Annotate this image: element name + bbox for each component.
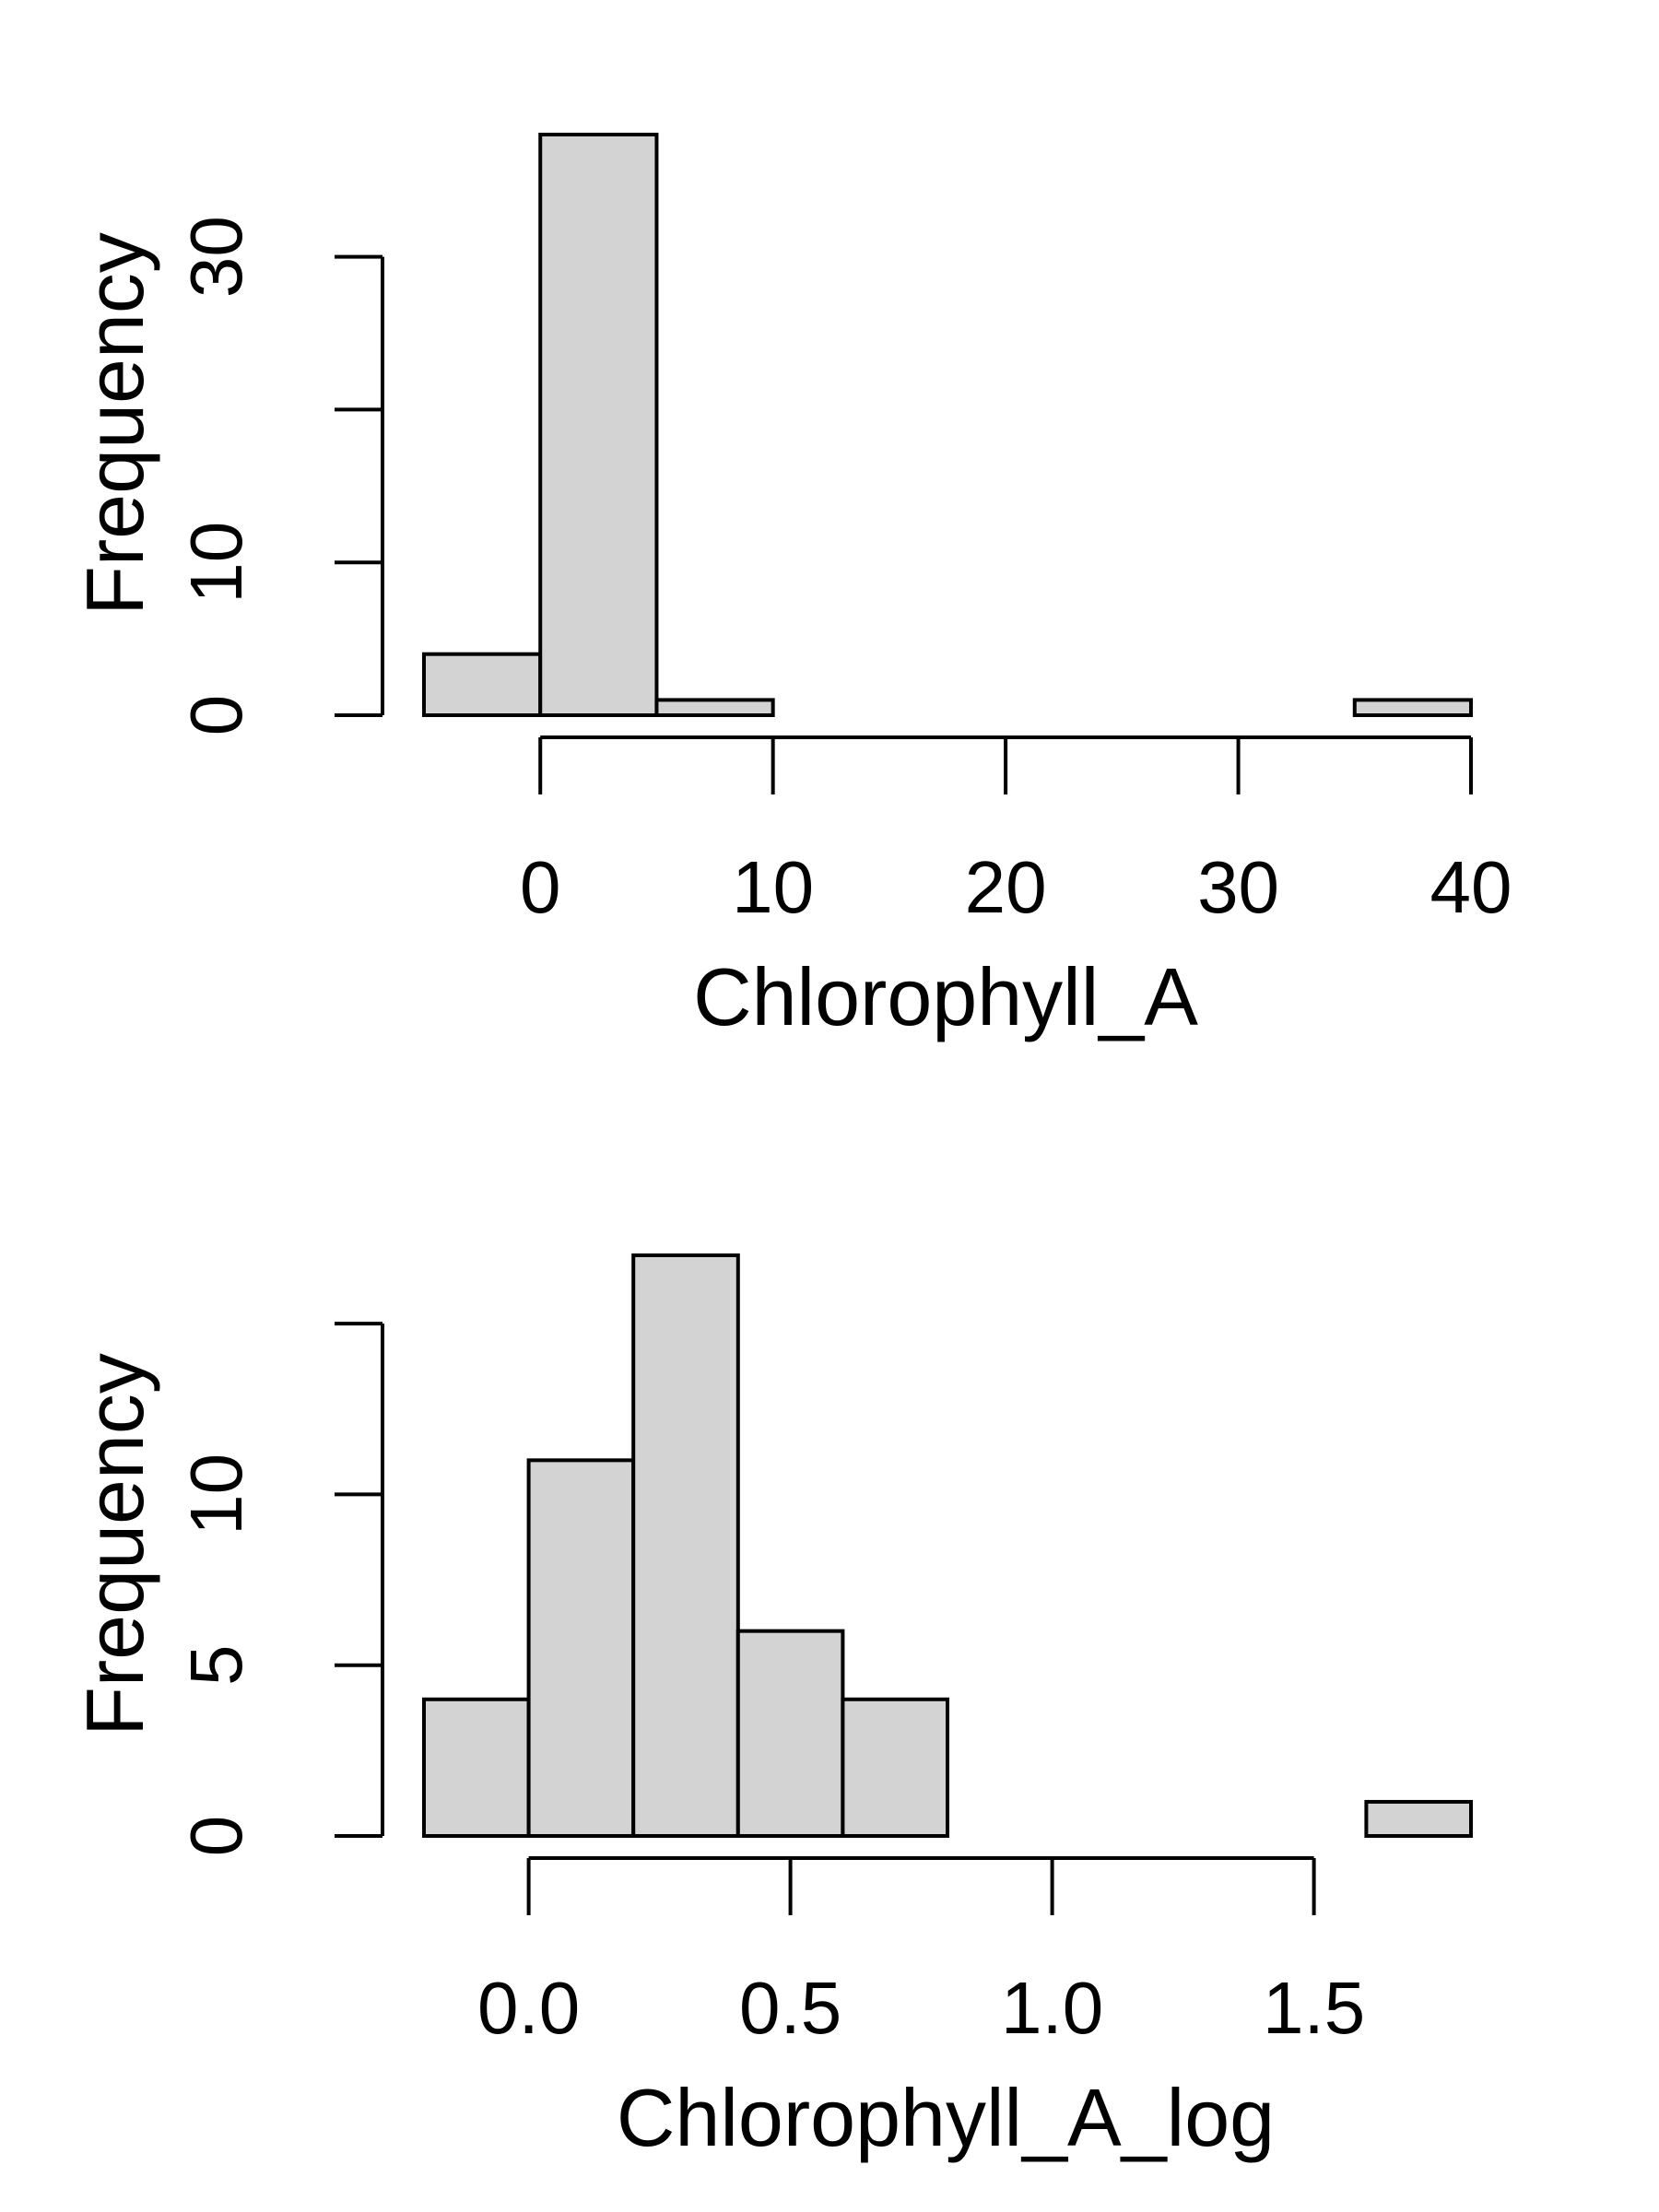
histogram-bar-4 — [841, 1697, 950, 1838]
y-tick-label-3: 30 — [175, 216, 257, 298]
y-tick-label-2: 10 — [175, 1453, 257, 1535]
histogram-bar-1 — [526, 1458, 636, 1838]
x-tick-label-2: 1.0 — [1001, 1967, 1103, 2049]
histogram-bar-9 — [1364, 1799, 1474, 1838]
histogram-bar-0 — [422, 652, 543, 717]
x-tick-label-3: 30 — [1197, 846, 1279, 928]
y-tick-label-0: 0 — [175, 1816, 257, 1857]
histogram-chlorophyll-a: 0 10 30 0 10 20 30 40 Chlorophyll_A Frequency — [69, 133, 1512, 1042]
x-axis-label: Chlorophyll_A_log — [617, 2072, 1275, 2163]
y-tick-label-1: 10 — [175, 522, 257, 604]
y-axis-label: Frequency — [69, 1353, 160, 1736]
x-tick-label-0: 0 — [520, 846, 561, 928]
x-tick-label-4: 40 — [1430, 846, 1512, 928]
histogram-bar-1 — [538, 133, 659, 717]
y-axis-label: Frequency — [69, 232, 160, 616]
histogram-bar-2 — [631, 1253, 740, 1838]
histogram-bar-8 — [1352, 698, 1474, 718]
histogram-bar-0 — [422, 1697, 531, 1838]
y-tick-label-0: 0 — [175, 695, 257, 736]
histogram-bar-2 — [654, 698, 775, 718]
histogram-bar-3 — [735, 1629, 845, 1839]
x-tick-label-1: 10 — [732, 846, 814, 928]
x-tick-label-1: 0.5 — [739, 1967, 841, 2049]
x-tick-label-3: 1.5 — [1263, 1967, 1365, 2049]
x-tick-label-0: 0.0 — [477, 1967, 580, 2049]
histogram-chlorophyll-a-log: 0 5 10 0.0 0.5 1.0 1.5 Chlorophyll_A_log Frequen… — [69, 1253, 1474, 2163]
x-tick-label-2: 20 — [965, 846, 1047, 928]
x-axis-label: Chlorophyll_A — [693, 951, 1198, 1042]
y-tick-label-1: 5 — [175, 1644, 257, 1686]
